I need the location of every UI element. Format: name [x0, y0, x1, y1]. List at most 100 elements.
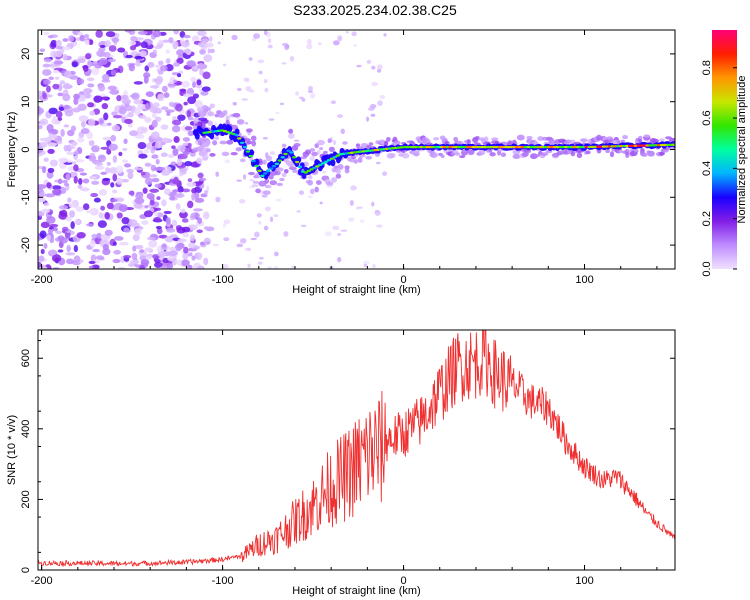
noise-blob: [100, 171, 108, 175]
ridge-halo: [236, 119, 245, 125]
ridge-halo: [466, 139, 471, 145]
ridge-blob: [254, 158, 260, 166]
noise-blob: [40, 197, 46, 203]
noise-blob: [379, 94, 386, 100]
noise-blob: [66, 151, 76, 155]
noise-blob: [42, 63, 51, 68]
noise-blob: [111, 189, 118, 194]
noise-blob: [121, 159, 129, 164]
ridge-halo: [196, 107, 202, 112]
noise-blob: [222, 263, 229, 269]
noise-blob: [77, 184, 83, 189]
ridge-halo: [585, 150, 591, 155]
noise-blob: [149, 188, 160, 193]
noise-blob: [76, 78, 85, 85]
noise-blob: [136, 126, 147, 134]
noise-blob: [144, 65, 150, 72]
ridge-core: [277, 159, 282, 162]
noise-blob: [209, 48, 215, 54]
ridge-halo: [576, 152, 583, 159]
noise-blob: [300, 224, 307, 228]
noise-blob: [138, 153, 148, 159]
noise-blob: [48, 76, 55, 81]
noise-blob: [70, 221, 75, 230]
top-y-tick-label: -10: [20, 189, 32, 205]
noise-blob: [148, 239, 158, 248]
noise-blob: [88, 39, 94, 45]
noise-blob: [149, 174, 158, 178]
noise-blob: [173, 62, 181, 67]
noise-blob: [42, 92, 47, 100]
ridge-core: [312, 166, 317, 170]
noise-blob: [55, 230, 62, 234]
noise-blob: [138, 114, 147, 119]
noise-blob: [65, 252, 76, 256]
ridge-halo: [335, 169, 341, 174]
noise-blob: [171, 145, 176, 150]
ridge-halo: [337, 164, 344, 170]
noise-blob: [73, 255, 81, 264]
noise-blob: [130, 36, 138, 42]
ridge-halo: [235, 147, 242, 152]
noise-blob: [198, 150, 207, 157]
noise-blob: [125, 54, 133, 59]
noise-blob: [75, 159, 85, 163]
noise-blob: [49, 159, 59, 167]
ridge-halo: [261, 194, 268, 198]
noise-blob: [257, 59, 265, 64]
noise-blob: [151, 177, 160, 183]
ridge-halo: [389, 153, 396, 158]
noise-blob: [118, 151, 123, 157]
noise-blob: [63, 82, 71, 90]
noise-blob: [353, 44, 358, 47]
colorbar-tick-label: 0.0: [701, 261, 713, 276]
noise-blob: [223, 237, 230, 242]
noise-blob: [332, 225, 340, 231]
noise-blob: [176, 57, 184, 64]
noise-blob: [43, 243, 48, 249]
noise-blob: [105, 167, 111, 174]
noise-blob: [155, 225, 162, 230]
noise-blob: [54, 76, 60, 80]
noise-blob: [273, 265, 279, 269]
noise-blob: [105, 31, 116, 38]
ridge-halo: [307, 174, 313, 180]
noise-blob: [332, 139, 337, 146]
noise-blob: [236, 87, 242, 92]
ridge-core: [237, 137, 242, 140]
noise-blob: [197, 265, 205, 269]
ridge-halo: [264, 178, 270, 184]
noise-blob: [251, 184, 259, 188]
noise-blob: [244, 247, 249, 251]
noise-blob: [165, 217, 171, 225]
noise-blob: [52, 69, 60, 74]
noise-blob: [187, 224, 198, 231]
noise-blob: [68, 35, 75, 42]
noise-blob: [82, 178, 90, 184]
noise-blob: [382, 171, 388, 176]
noise-blob: [290, 265, 296, 269]
noise-blob: [116, 94, 122, 102]
noise-blob: [129, 45, 137, 51]
noise-blob: [283, 231, 289, 237]
noise-blob: [158, 234, 168, 239]
noise-blob: [196, 79, 202, 86]
ridge-halo: [342, 141, 348, 145]
noise-blob: [128, 63, 135, 72]
noise-blob: [143, 210, 153, 218]
ridge-halo: [355, 143, 360, 147]
noise-blob: [43, 202, 50, 207]
ridge-blob: [297, 168, 303, 176]
ridge-halo: [453, 136, 459, 142]
noise-blob: [104, 40, 112, 48]
noise-blob: [42, 79, 51, 85]
noise-blob: [46, 234, 52, 242]
ridge-halo: [319, 146, 324, 151]
noise-blob: [137, 141, 147, 150]
noise-blob: [123, 255, 132, 259]
noise-blob: [196, 229, 203, 234]
noise-blob: [268, 118, 275, 121]
noise-blob: [117, 47, 126, 53]
noise-blob: [176, 158, 183, 167]
noise-blob: [137, 103, 147, 110]
